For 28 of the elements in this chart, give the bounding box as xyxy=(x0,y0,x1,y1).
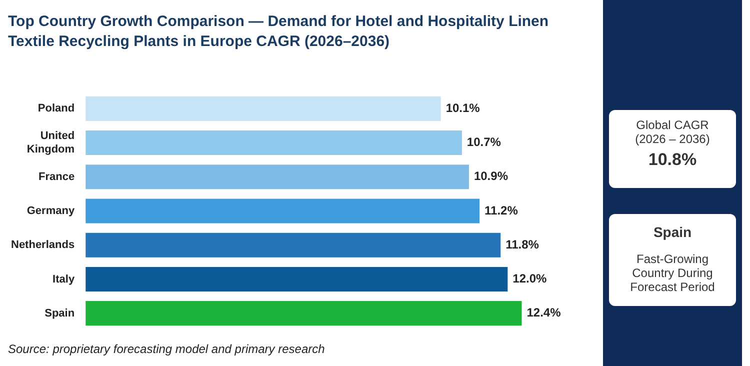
text: Fast-Growing Country During Forecast Period xyxy=(629,252,716,294)
data-label: 11.2% xyxy=(484,203,518,218)
bar xyxy=(86,301,522,326)
y-tick-label: France xyxy=(38,170,75,183)
bar xyxy=(86,164,469,190)
data-label: 10.9% xyxy=(474,169,508,184)
bar xyxy=(86,266,508,292)
source-note: Source: proprietary forecasting model and primary research xyxy=(8,342,325,356)
bar xyxy=(86,96,441,121)
y-tick-label: Netherlands xyxy=(10,239,75,252)
text: Spain xyxy=(652,224,693,240)
bar xyxy=(86,130,462,156)
text: (2026 – 2036) xyxy=(634,132,711,146)
bar xyxy=(86,198,480,224)
text: 10.8% xyxy=(647,150,698,170)
chart-title: Top Country Growth Comparison — Demand for Hotel and Hospitality Linen Textile Recycling Plants in Europe CAGR (2026–2036) xyxy=(8,12,550,52)
data-label: 10.7% xyxy=(466,135,502,150)
text: Global CAGR xyxy=(635,118,710,132)
bar xyxy=(86,232,501,258)
y-tick-label: Spain xyxy=(44,307,75,320)
data-label: 11.8% xyxy=(506,237,540,252)
y-tick-label: Italy xyxy=(52,273,76,286)
data-label: 12.4% xyxy=(526,306,562,320)
y-tick-label: United Kingdom xyxy=(26,130,75,156)
data-label: 10.1% xyxy=(446,100,480,115)
y-tick-label: Germany xyxy=(26,205,76,218)
data-label: 12.0% xyxy=(512,272,548,286)
y-tick-label: Poland xyxy=(38,102,75,115)
